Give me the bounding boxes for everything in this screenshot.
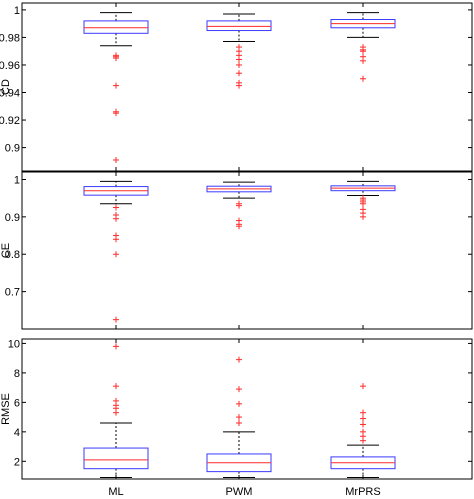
y-tick-label: 10 bbox=[8, 338, 20, 350]
plot-frame bbox=[21, 338, 473, 480]
outlier-point bbox=[113, 55, 119, 62]
box-ml bbox=[83, 180, 149, 323]
outlier-point bbox=[236, 386, 242, 393]
outlier-point bbox=[360, 213, 366, 220]
outlier-point bbox=[113, 397, 119, 404]
outlier-point bbox=[236, 82, 242, 89]
y-tick-label: 8 bbox=[14, 368, 20, 380]
y-axis-label: CE bbox=[0, 243, 12, 258]
y-axis-label: RMSE bbox=[0, 393, 12, 425]
y-tick-label: 1 bbox=[14, 174, 20, 186]
panel-ce: 0.7 0.8 0.9 1 CE bbox=[0, 171, 473, 330]
y-tick-label: 0.8 bbox=[5, 249, 20, 261]
outlier-point bbox=[360, 75, 366, 82]
outlier-point bbox=[236, 61, 242, 68]
outlier-point bbox=[360, 383, 366, 390]
iqr-box bbox=[83, 20, 149, 34]
y-tick-label: 0.98 bbox=[0, 32, 20, 44]
outlier-point bbox=[236, 223, 242, 230]
y-tick-label: 4 bbox=[14, 427, 20, 439]
outlier-point bbox=[236, 56, 242, 63]
outlier-point bbox=[113, 156, 119, 163]
y-axis-label: CD bbox=[0, 79, 12, 95]
outlier-point bbox=[360, 48, 366, 55]
outlier-point bbox=[113, 110, 119, 117]
y-tick-label: 0.7 bbox=[5, 287, 20, 299]
box-ml bbox=[83, 343, 149, 479]
outlier-point bbox=[236, 70, 242, 77]
x-tick-label: PWM bbox=[226, 486, 253, 498]
outlier-point bbox=[236, 400, 242, 407]
iqr-box bbox=[206, 20, 272, 32]
y-tick-label: 1 bbox=[14, 5, 20, 17]
outlier-point bbox=[360, 200, 366, 207]
panel-rmse: 2 4 6 8 10 RMSE ML PWM MrPRS bbox=[0, 338, 473, 498]
plot-frame bbox=[21, 2, 473, 172]
box-mrprs bbox=[330, 180, 396, 220]
panel-cd: 0.9 0.92 0.94 0.96 0.98 1 CD bbox=[0, 2, 473, 172]
outlier-point bbox=[360, 409, 366, 416]
outlier-point bbox=[236, 202, 242, 209]
box-mrprs bbox=[330, 12, 396, 82]
box-pwm bbox=[206, 13, 272, 89]
y-tick-label: 2 bbox=[14, 456, 20, 468]
x-tick-label: MrPRS bbox=[345, 486, 380, 498]
outlier-point bbox=[236, 414, 242, 421]
outlier-point bbox=[113, 204, 119, 211]
outlier-point bbox=[113, 316, 119, 323]
outlier-point bbox=[113, 343, 119, 350]
box-mrprs bbox=[330, 383, 396, 479]
y-tick-label: 0.92 bbox=[0, 115, 20, 127]
outlier-point bbox=[113, 82, 119, 89]
y-tick-label: 6 bbox=[14, 397, 20, 409]
iqr-box bbox=[83, 447, 149, 470]
outlier-point bbox=[360, 428, 366, 435]
plot-frame bbox=[21, 171, 473, 330]
outlier-point bbox=[360, 421, 366, 428]
y-tick-label: 0.9 bbox=[5, 212, 20, 224]
outlier-point bbox=[113, 236, 119, 243]
outlier-point bbox=[360, 57, 366, 64]
box-pwm bbox=[206, 356, 272, 479]
outlier-point bbox=[236, 356, 242, 363]
box-pwm bbox=[206, 181, 272, 230]
outlier-point bbox=[113, 215, 119, 222]
outlier-point bbox=[113, 383, 119, 390]
y-tick-label: 0.96 bbox=[0, 60, 20, 72]
outlier-point bbox=[360, 415, 366, 422]
outlier-point bbox=[236, 420, 242, 426]
y-tick-label: 0.94 bbox=[0, 88, 20, 100]
outlier-point bbox=[113, 251, 119, 258]
x-tick-label: ML bbox=[108, 486, 123, 498]
box-ml bbox=[83, 12, 149, 163]
y-tick-label: 0.9 bbox=[5, 143, 20, 155]
